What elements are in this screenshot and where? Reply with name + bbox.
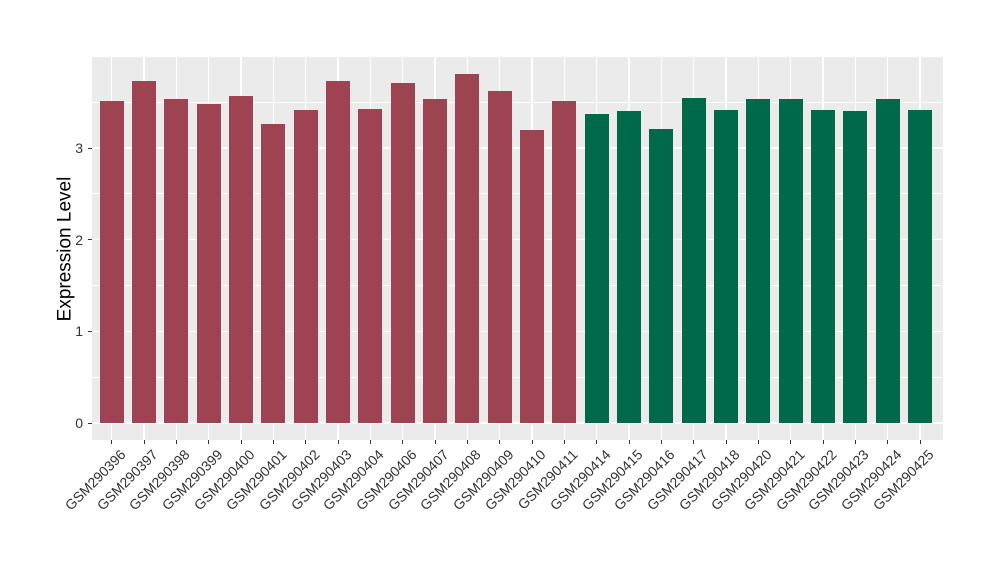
x-tick-mark xyxy=(596,440,598,444)
y-tick-label: 3 xyxy=(75,140,83,157)
y-tick-mark xyxy=(88,239,92,241)
bar xyxy=(455,73,480,423)
bar xyxy=(196,104,221,423)
x-tick-mark xyxy=(337,440,339,444)
x-tick-mark xyxy=(790,440,792,444)
y-tick-label: 1 xyxy=(75,323,83,340)
x-tick-mark xyxy=(725,440,727,444)
y-tick-mark xyxy=(88,330,92,332)
bar xyxy=(714,109,739,423)
gridline-major-y xyxy=(92,330,943,333)
x-tick-mark xyxy=(208,440,210,444)
bar xyxy=(681,97,706,423)
gridline-minor-y xyxy=(92,101,943,103)
bar xyxy=(811,109,836,423)
x-tick-mark xyxy=(434,440,436,444)
x-tick-mark xyxy=(111,440,113,444)
bar xyxy=(132,81,157,423)
bar xyxy=(520,129,545,423)
y-tick-mark xyxy=(88,147,92,149)
x-tick-mark xyxy=(143,440,145,444)
x-tick-mark xyxy=(887,440,889,444)
bar xyxy=(487,91,512,423)
x-tick-mark xyxy=(628,440,630,444)
bar xyxy=(617,111,642,423)
x-tick-mark xyxy=(402,440,404,444)
gridline-major-y xyxy=(92,422,943,424)
plot-panel xyxy=(92,57,943,440)
x-tick-mark xyxy=(240,440,242,444)
bar xyxy=(778,98,803,423)
bar xyxy=(229,95,254,423)
x-tick-mark xyxy=(919,440,921,444)
x-tick-mark xyxy=(854,440,856,444)
bar xyxy=(99,101,124,423)
x-tick-mark xyxy=(660,440,662,444)
gridline-major-y xyxy=(92,147,943,149)
x-tick-mark xyxy=(822,440,824,444)
x-tick-mark xyxy=(175,440,177,444)
y-tick-label: 2 xyxy=(75,231,83,248)
x-tick-mark xyxy=(369,440,371,444)
x-tick-mark xyxy=(693,440,695,444)
bar xyxy=(261,124,286,423)
bar xyxy=(552,101,577,423)
bar xyxy=(390,82,415,423)
x-tick-mark xyxy=(531,440,533,444)
bar xyxy=(326,81,351,423)
bar xyxy=(423,99,448,423)
x-tick-mark xyxy=(499,440,501,444)
bar xyxy=(164,99,189,423)
bar xyxy=(875,99,900,423)
y-tick-label: 0 xyxy=(75,415,83,431)
bar xyxy=(584,114,609,423)
x-tick-mark xyxy=(272,440,274,444)
gridline-minor-y xyxy=(92,193,943,195)
y-tick-mark xyxy=(88,422,92,424)
x-tick-mark xyxy=(563,440,565,444)
gridline-major-y xyxy=(92,238,943,241)
x-tick-mark xyxy=(305,440,307,444)
bar xyxy=(908,110,933,423)
bar xyxy=(649,128,674,423)
bar xyxy=(843,111,868,423)
x-tick-mark xyxy=(466,440,468,444)
gridline-minor-y xyxy=(92,285,943,286)
gridline-minor-y xyxy=(92,376,943,378)
bar xyxy=(293,110,318,423)
bar xyxy=(358,108,383,423)
x-tick-mark xyxy=(757,440,759,444)
bar xyxy=(746,98,771,423)
